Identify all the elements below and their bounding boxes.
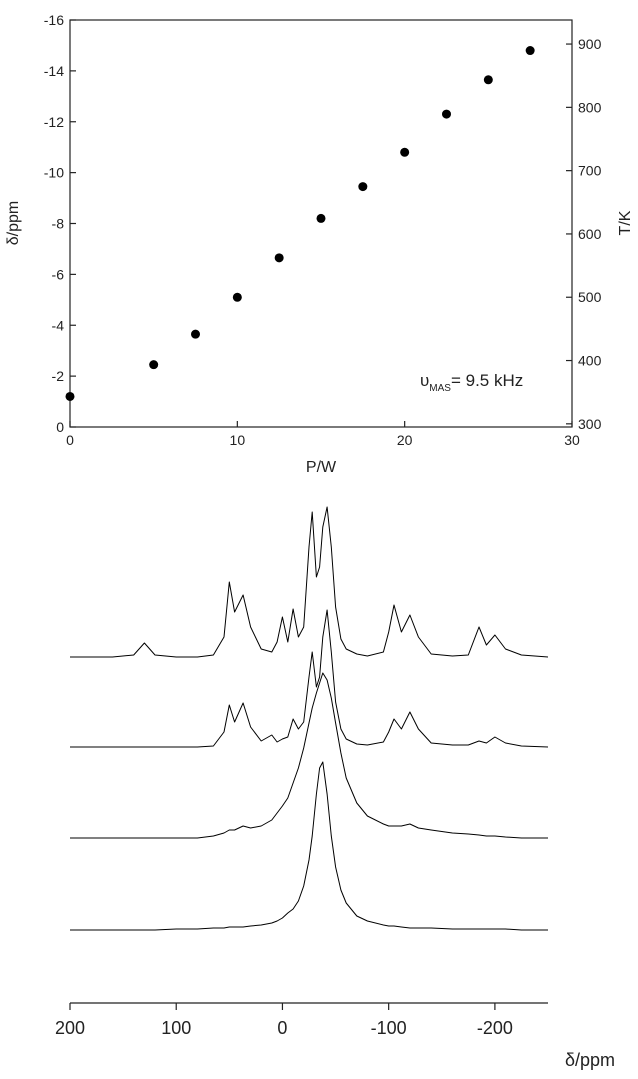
y2-tick-label: 700 [578, 163, 602, 179]
data-point [442, 109, 451, 119]
y-tick-label: -16 [44, 12, 64, 28]
x-axis-label: P/W [306, 459, 337, 476]
data-point [483, 75, 493, 85]
spectrum-line [70, 609, 549, 748]
y-tick-label: -2 [52, 368, 65, 384]
x-axis-label: δ/ppm [565, 1050, 615, 1070]
data-point [149, 360, 159, 370]
annotation-text: = 9.5 kHz [451, 371, 523, 390]
x-tick-label: 200 [55, 1018, 85, 1038]
data-point [274, 253, 284, 263]
y2-tick-label: 600 [578, 226, 602, 242]
y-tick-label: 0 [56, 419, 64, 435]
y-tick-label: -6 [52, 266, 65, 282]
data-point [400, 147, 410, 157]
y-tick-label: -14 [44, 63, 64, 79]
y2-tick-label: 900 [578, 36, 602, 52]
y-tick-label: -8 [52, 216, 65, 232]
y2-tick-label: 800 [578, 99, 602, 115]
y-tick-label: -4 [52, 317, 65, 333]
y-axis-label: δ/ppm [5, 201, 22, 245]
y-tick-label: -12 [44, 114, 64, 130]
data-point [316, 213, 326, 223]
data-point [65, 391, 75, 401]
data-point [358, 182, 368, 192]
y2-axis-label: T/K [617, 210, 634, 235]
x-tick-label: 20 [397, 432, 413, 448]
x-tick-label: 0 [66, 432, 74, 448]
y2-tick-label: 300 [578, 416, 602, 432]
x-tick-label: -200 [477, 1018, 513, 1038]
x-tick-label: 0 [277, 1018, 287, 1038]
spectrum-line [70, 506, 549, 658]
y2-tick-label: 400 [578, 353, 602, 369]
x-tick-label: 10 [230, 432, 246, 448]
x-tick-label: 30 [564, 432, 580, 448]
annotation-symbol: υ [420, 371, 429, 390]
spectrum-line [70, 761, 548, 931]
y-tick-label: -10 [44, 165, 64, 181]
annotation-subscript: MAS [429, 383, 451, 394]
x-tick-label: 100 [161, 1018, 191, 1038]
annotation: υMAS= 9.5 kHz [420, 371, 523, 394]
data-point [232, 292, 242, 302]
plot-frame [69, 19, 573, 428]
x-tick-label: -100 [371, 1018, 407, 1038]
spectrum-line [70, 672, 548, 839]
data-point [525, 46, 535, 56]
y2-tick-label: 500 [578, 289, 602, 305]
data-point [191, 329, 200, 339]
